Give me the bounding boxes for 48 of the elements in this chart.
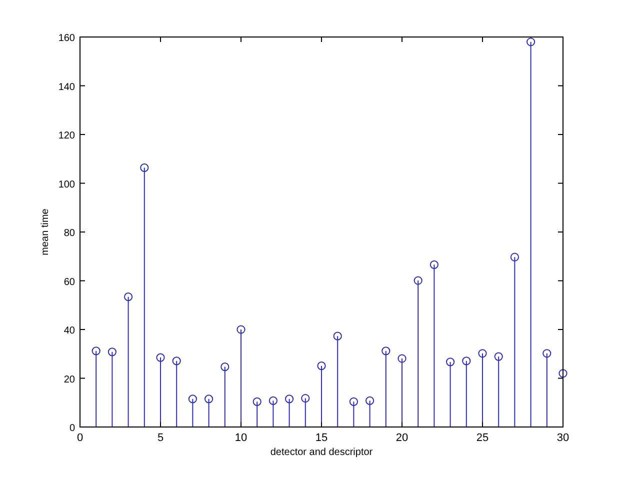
y-tick-label: 20 (64, 374, 76, 386)
point (220, 362, 230, 372)
y-tick-label: 40 (64, 326, 76, 336)
point (414, 276, 422, 285)
point (366, 396, 374, 405)
x-tick-label: 20 (396, 432, 408, 444)
point (204, 394, 214, 404)
point (510, 252, 519, 262)
point (478, 349, 487, 358)
point (124, 292, 133, 302)
point (317, 362, 326, 370)
point (92, 346, 100, 356)
point (462, 356, 471, 366)
x-tick-label: 5 (157, 432, 164, 444)
point (140, 163, 149, 172)
x-tick-label: 25 (476, 432, 489, 444)
point (398, 354, 406, 363)
point (188, 394, 197, 404)
point (446, 358, 455, 366)
point (430, 260, 438, 269)
point (252, 397, 262, 406)
point (558, 369, 568, 378)
point (156, 353, 165, 362)
point (542, 349, 552, 358)
y-tick-label: 80 (64, 228, 76, 239)
y-tick-label: 60 (64, 276, 76, 288)
x-tick-label: 10 (234, 432, 248, 444)
point (108, 348, 116, 356)
point (494, 352, 503, 361)
point (301, 394, 310, 403)
x-axis-title: detector and descriptor (270, 447, 374, 458)
x-tick-label: 30 (556, 432, 570, 444)
point (526, 38, 536, 46)
point (172, 356, 181, 366)
y-tick-label: 160 (58, 33, 76, 44)
y-tick-label: 120 (58, 130, 76, 142)
point (349, 397, 358, 406)
point (382, 346, 390, 356)
point (285, 394, 294, 404)
y-axis-title: mean time (40, 208, 51, 256)
y-tick-label: 140 (58, 82, 76, 93)
y-tick-label: 0 (69, 423, 76, 434)
point (236, 325, 246, 334)
x-tick-label: 15 (315, 432, 328, 444)
point (268, 396, 278, 405)
x-tick-label: 0 (76, 432, 84, 444)
point (333, 332, 342, 340)
y-tick-label: 100 (58, 179, 76, 190)
